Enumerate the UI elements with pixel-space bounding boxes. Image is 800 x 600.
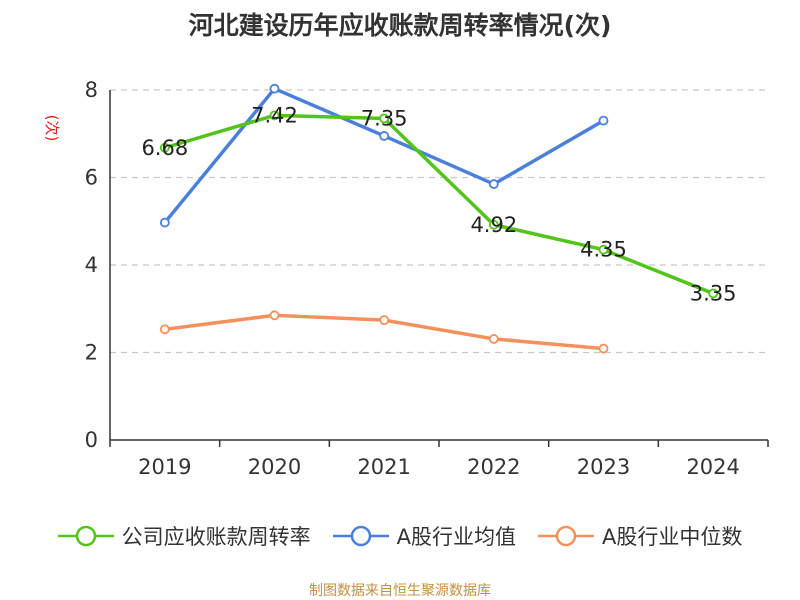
legend-swatch-marker — [75, 525, 96, 547]
y-axis-label: (次) — [43, 115, 61, 142]
data-labels: 6.68 7.42 7.35 4.92 4.35 3.35 — [141, 103, 736, 305]
legend-label: A股行业中位数 — [602, 525, 743, 549]
x-tick-label: 2023 — [577, 455, 630, 479]
data-label: 7.35 — [361, 106, 408, 130]
grid-lines — [110, 89, 768, 354]
legend-label: A股行业均值 — [396, 525, 516, 549]
axes: 0 2 4 6 8 2019 2020 2021 2022 2023 2024 — [85, 78, 769, 479]
data-label: 7.42 — [251, 103, 298, 127]
data-point — [598, 244, 609, 255]
data-point — [488, 334, 499, 344]
y-tick-label: 6 — [85, 166, 98, 190]
data-point — [708, 288, 719, 299]
x-tick-label: 2024 — [686, 455, 739, 479]
series-lines — [159, 83, 719, 354]
legend: 公司应收账款周转率 A股行业均值 A股行业中位数 — [0, 518, 800, 554]
data-point — [379, 131, 390, 141]
data-point — [488, 219, 499, 230]
data-label: 4.35 — [580, 238, 627, 262]
x-tick-label: 2019 — [138, 455, 191, 479]
legend-swatch-marker — [350, 525, 371, 547]
legend-label: 公司应收账款周转率 — [121, 525, 311, 549]
legend-swatch-icon — [332, 525, 389, 547]
data-point — [269, 110, 280, 121]
data-point — [159, 324, 170, 335]
data-point — [159, 142, 170, 153]
source-footer: 制图数据来自恒生聚源数据库 — [309, 583, 491, 599]
y-tick-label: 8 — [85, 78, 98, 102]
legend-item[interactable]: A股行业均值 — [332, 521, 516, 551]
x-tick-label: 2021 — [357, 455, 410, 479]
data-point — [488, 179, 499, 189]
data-point — [598, 115, 609, 126]
chart-title: 河北建设历年应收账款周转率情况(次) — [188, 11, 612, 40]
data-point — [269, 310, 280, 321]
data-point — [269, 83, 280, 94]
data-label: 6.68 — [141, 136, 188, 160]
legend-swatch-icon — [57, 525, 114, 547]
x-tick-label: 2020 — [248, 455, 301, 479]
legend-item[interactable]: 公司应收账款周转率 — [57, 521, 311, 551]
y-tick-label: 2 — [85, 341, 98, 365]
legend-swatch-marker — [555, 525, 577, 547]
legend-item[interactable]: A股行业中位数 — [538, 521, 742, 551]
data-point — [379, 315, 390, 326]
data-label: 4.92 — [470, 213, 517, 237]
data-label: 3.35 — [690, 281, 737, 305]
data-point — [598, 343, 609, 354]
y-tick-label: 0 — [85, 428, 98, 452]
legend-swatch-icon — [538, 525, 594, 547]
data-point — [379, 113, 390, 124]
series-line — [163, 113, 715, 296]
data-point — [159, 217, 170, 228]
y-tick-label: 4 — [85, 253, 98, 277]
x-tick-label: 2022 — [467, 455, 520, 479]
